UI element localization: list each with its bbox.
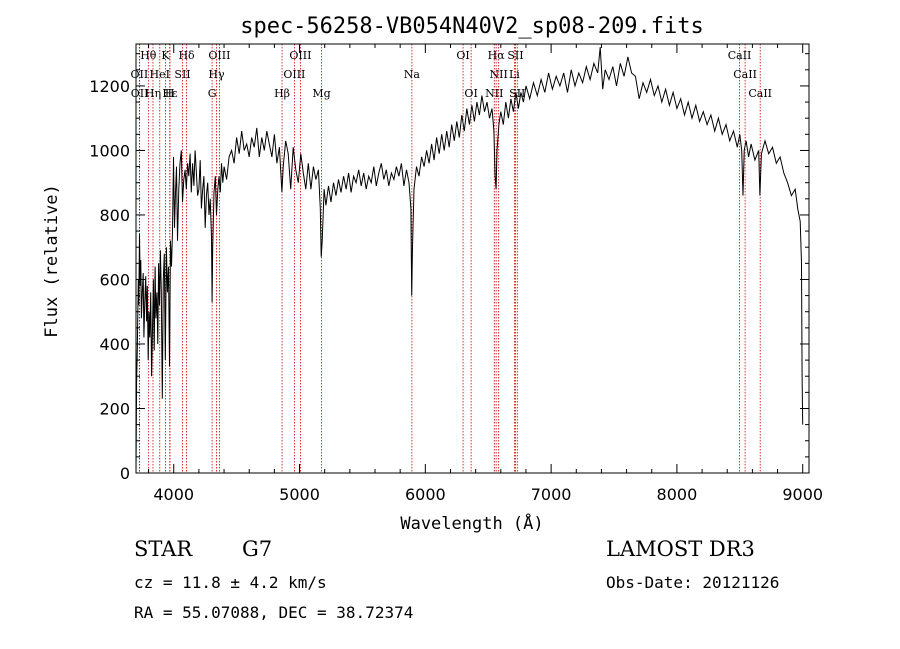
marker-label-16: Li xyxy=(509,68,520,81)
x-tick-label-4: 8000 xyxy=(657,485,698,504)
marker-label-10: HeI xyxy=(150,68,170,81)
marker-label-24: Mg xyxy=(312,87,330,100)
spectrum-series-line xyxy=(135,47,804,474)
marker-label-12: Hγ xyxy=(208,68,225,81)
marker-label-8: CaII xyxy=(728,49,752,62)
marker-label-6: Hα xyxy=(488,49,506,62)
y-tick-label-2: 400 xyxy=(99,335,130,354)
y-tick-label-6: 1200 xyxy=(89,77,130,96)
object-class: STAR xyxy=(134,537,193,561)
y-tick-label-0: 0 xyxy=(120,464,130,483)
marker-label-20: Hη xyxy=(145,87,161,100)
y-axis: 0 200 400 600 800 1000 1200 xyxy=(89,53,809,483)
x-tick-label-2: 6000 xyxy=(405,485,446,504)
observation-date: Obs-Date: 20121126 xyxy=(606,573,780,592)
marker-label-28: CaII xyxy=(748,87,772,100)
marker-label-13: OIII xyxy=(283,68,305,81)
y-tick-label-3: 600 xyxy=(99,270,130,289)
marker-label-3: OIII xyxy=(208,49,230,62)
redshift-readout: cz = 11.8 ± 4.2 km/s xyxy=(134,573,327,592)
y-tick-label-5: 1000 xyxy=(89,141,130,160)
plot-frame xyxy=(135,43,810,474)
marker-label-15: NII xyxy=(490,68,508,81)
marker-label-5: OI xyxy=(456,49,469,62)
object-subclass: G7 xyxy=(242,537,273,561)
survey-name: LAMOST DR3 xyxy=(606,537,755,561)
x-tick-label-3: 7000 xyxy=(531,485,572,504)
y-axis-label: Flux (relative) xyxy=(42,184,62,338)
marker-label-27: SII xyxy=(509,87,525,100)
x-tick-label-1: 5000 xyxy=(279,485,320,504)
y-tick-label-1: 200 xyxy=(99,399,130,418)
marker-label-22: G xyxy=(208,87,217,100)
marker-label-11: SII xyxy=(174,68,190,81)
marker-label-1: K xyxy=(161,49,170,62)
marker-label-14: Na xyxy=(404,68,421,81)
marker-label-25: OI xyxy=(464,87,477,100)
marker-label-0: Hθ xyxy=(140,49,157,62)
marker-label-4: OIII xyxy=(289,49,311,62)
marker-label-19: Hε xyxy=(162,87,178,100)
marker-label-7: SII xyxy=(507,49,523,62)
emission-line-markers xyxy=(138,44,761,473)
marker-label-2: Hδ xyxy=(178,49,195,62)
marker-label-26: NII xyxy=(485,87,503,100)
marker-label-18: OII xyxy=(131,87,149,100)
chart-title: spec-56258-VB054N40V2_sp08-209.fits xyxy=(240,14,704,39)
x-tick-label-0: 4000 xyxy=(153,485,194,504)
marker-label-23: Hβ xyxy=(274,87,290,100)
marker-label-9: OII xyxy=(131,68,149,81)
x-axis-label: Wavelength (Å) xyxy=(400,512,543,534)
marker-label-17: CaII xyxy=(733,68,757,81)
marker-label-21: H xyxy=(165,87,175,100)
y-tick-label-4: 800 xyxy=(99,206,130,225)
x-axis: 4000 5000 6000 7000 8000 9000 xyxy=(148,44,823,504)
coordinates-readout: RA = 55.07088, DEC = 38.72374 xyxy=(134,603,414,622)
x-tick-label-5: 9000 xyxy=(782,485,823,504)
